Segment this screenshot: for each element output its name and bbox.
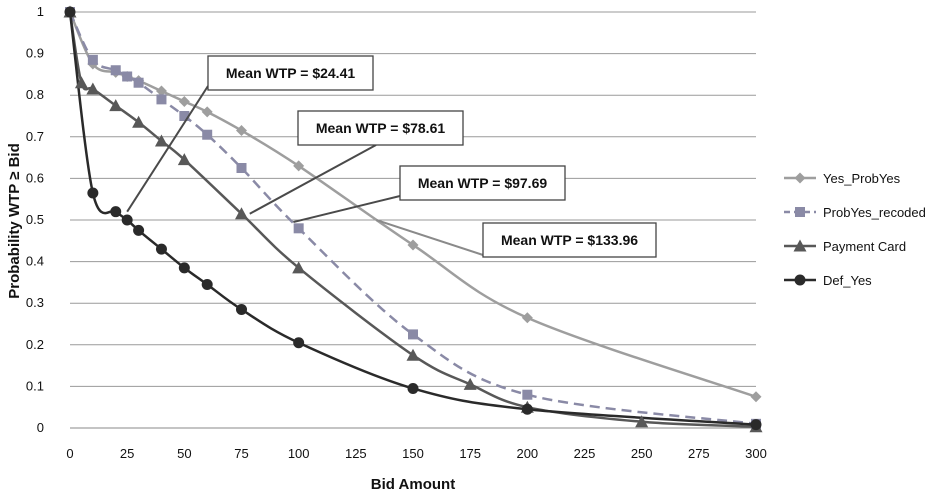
data-point-payment-card	[109, 99, 123, 112]
y-axis-title: Probability WTP ≥ Bid	[6, 143, 23, 298]
series-lines	[68, 11, 757, 428]
data-point-probyes-recoded	[293, 223, 304, 234]
annotation-box	[207, 55, 374, 91]
data-point-probyes-recoded	[156, 94, 167, 105]
data-point-probyes-recoded	[122, 71, 133, 82]
legend-label: Yes_ProbYes	[823, 171, 901, 186]
legend-marker	[795, 207, 805, 217]
x-tick-label: 250	[631, 446, 653, 461]
data-point-probyes-recoded	[87, 54, 98, 65]
legend-marker	[793, 239, 807, 252]
legend-label: Payment Card	[823, 239, 906, 254]
data-point-yes-probyes	[236, 125, 247, 137]
data-point-payment-card	[635, 415, 649, 428]
data-point-payment-card	[292, 261, 306, 274]
data-point-probyes-recoded	[236, 163, 247, 173]
annotation-box	[297, 110, 464, 146]
data-point-yes-probyes	[750, 391, 762, 403]
y-axis-ticks: 0 0.1 0.2 0.3 0.4 0.5 0.6 0.7 0.8 0.9 1	[26, 4, 44, 435]
data-point-def-yes	[110, 206, 122, 218]
x-axis-title: Bid Amount	[371, 476, 455, 493]
annotation-leader-line	[126, 85, 209, 213]
y-tick-label: 0.8	[26, 87, 44, 102]
data-point-payment-card	[154, 134, 168, 147]
annotation-leader-line	[376, 219, 484, 256]
data-point-def-yes	[201, 278, 213, 290]
series-markers	[63, 5, 763, 433]
data-point-def-yes	[407, 382, 419, 394]
x-tick-label: 150	[402, 446, 424, 461]
data-point-yes-probyes	[178, 95, 190, 107]
y-tick-label: 0.6	[26, 170, 44, 185]
x-tick-label: 175	[459, 446, 481, 461]
x-tick-label: 225	[574, 446, 596, 461]
data-point-def-yes	[133, 224, 145, 236]
data-point-payment-card	[463, 377, 477, 390]
y-tick-label: 0	[37, 420, 44, 435]
data-point-payment-card	[406, 348, 420, 361]
x-tick-label: 50	[177, 446, 191, 461]
x-tick-label: 100	[288, 446, 310, 461]
data-point-payment-card	[235, 207, 248, 220]
y-tick-label: 0.3	[26, 295, 44, 310]
y-tick-label: 1	[37, 4, 44, 19]
data-point-def-yes	[121, 214, 133, 226]
data-point-def-yes	[521, 403, 533, 415]
annotation-box	[399, 165, 566, 201]
legend-marker	[794, 274, 806, 286]
data-point-def-yes	[750, 419, 762, 431]
data-point-yes-probyes	[155, 85, 167, 97]
data-point-def-yes	[236, 303, 247, 315]
data-point-def-yes	[87, 187, 99, 199]
data-point-probyes-recoded	[408, 329, 418, 340]
data-point-probyes-recoded	[522, 389, 533, 400]
legend-label: ProbYes_recoded	[823, 205, 926, 220]
y-tick-label: 0.9	[26, 46, 44, 61]
y-tick-label: 0.2	[26, 337, 44, 352]
data-point-probyes-recoded	[110, 65, 121, 76]
data-point-def-yes	[178, 262, 190, 274]
y-tick-label: 0.4	[26, 254, 44, 269]
x-tick-label: 0	[66, 446, 73, 461]
data-point-probyes-recoded	[202, 129, 213, 140]
annotation-label: Mean WTP = $133.96	[501, 232, 638, 248]
x-tick-label: 125	[345, 446, 367, 461]
annotation-box	[482, 222, 657, 258]
data-point-def-yes	[64, 6, 76, 18]
x-axis-ticks: 0 25 50 75 100 125 150 175 200 225 250 275 300	[66, 446, 766, 461]
data-point-probyes-recoded	[133, 77, 144, 88]
data-point-yes-probyes	[407, 239, 419, 251]
x-tick-label: 200	[516, 446, 538, 461]
legend-marker	[794, 172, 806, 184]
data-point-payment-card	[74, 76, 88, 89]
legend-label: Def_Yes	[823, 273, 872, 288]
x-tick-label: 300	[745, 446, 767, 461]
data-point-payment-card	[132, 115, 146, 128]
legend: Yes_ProbYes ProbYes_recoded Payment Card De…	[784, 171, 926, 288]
x-tick-label: 275	[688, 446, 710, 461]
series-line-payment-card	[68, 11, 757, 428]
annotation-label: Mean WTP = $78.61	[316, 120, 446, 136]
data-point-payment-card	[86, 82, 100, 95]
x-tick-label: 75	[234, 446, 248, 461]
annotations: Mean WTP = $24.41 Mean WTP = $78.61 Mean W…	[126, 55, 657, 258]
data-point-yes-probyes	[293, 160, 305, 172]
y-tick-label: 0.5	[26, 212, 44, 227]
x-tick-label: 25	[120, 446, 134, 461]
data-point-payment-card	[177, 153, 191, 166]
y-tick-label: 0.1	[26, 378, 44, 393]
annotation-leader-line	[249, 144, 377, 215]
data-point-def-yes	[293, 337, 305, 349]
data-point-def-yes	[155, 243, 167, 255]
y-tick-label: 0.7	[26, 129, 44, 144]
data-point-probyes-recoded	[179, 111, 190, 121]
annotation-leader-line	[293, 195, 401, 224]
annotation-label: Mean WTP = $24.41	[226, 65, 356, 81]
data-point-yes-probyes	[521, 312, 533, 324]
annotation-label: Mean WTP = $97.69	[418, 175, 548, 191]
data-point-yes-probyes	[201, 106, 213, 118]
